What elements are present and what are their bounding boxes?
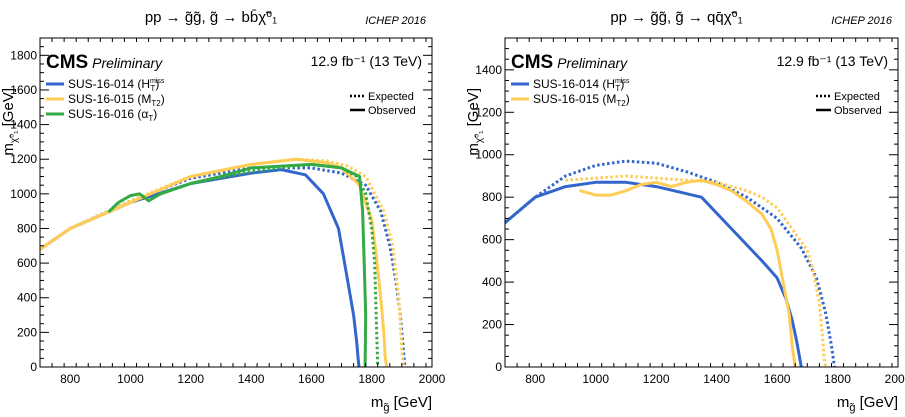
experiment-label: CMS Preliminary <box>511 52 628 73</box>
style-legend-entry: Expected <box>368 91 414 103</box>
y-tick-label: 600 <box>17 256 37 270</box>
legend-entry: SUS-16-016 (αT) <box>68 107 157 123</box>
x-tick-label: 1400 <box>238 372 265 386</box>
y-tick-label: 1000 <box>10 187 37 201</box>
series-2-observed-line <box>40 157 389 367</box>
chart-panel-2: pp → g̃g̃, g̃ → qq̄χ̃⁰₁ ICHEP 2016 800 1000… <box>465 9 905 414</box>
style-legend-entry: Observed <box>834 105 882 117</box>
x-tick-label: 1800 <box>824 372 851 386</box>
x-tick-label: 1600 <box>298 372 325 386</box>
x-tick-label: 1800 <box>358 372 385 386</box>
y-tick-label: 600 <box>482 233 502 247</box>
x-tick-label: 800 <box>525 372 545 386</box>
conference-label: ICHEP 2016 <box>365 15 427 27</box>
lumi-label: 12.9 fb⁻¹ (13 TeV) <box>311 53 422 69</box>
y-axis-title: mχ̃⁰₁ [GeV] <box>465 88 485 156</box>
y-tick-label: 1600 <box>10 83 37 97</box>
lumi-label: 12.9 fb⁻¹ (13 TeV) <box>777 53 888 69</box>
x-tick-label: 1600 <box>764 372 791 386</box>
x-tick-label: 1200 <box>643 372 670 386</box>
y-tick-label: 1800 <box>10 48 37 62</box>
series-1-observed-line <box>505 180 803 367</box>
curves <box>40 157 407 367</box>
legend-entry: SUS-16-014 (Hmiss T) <box>533 77 630 93</box>
series-1-expected-line <box>505 159 836 367</box>
y-axis-title: mχ̃⁰₁ [GeV] <box>0 88 20 156</box>
y-tick-label: 400 <box>17 291 37 305</box>
series-2-observed-line <box>579 178 797 367</box>
y-tick-label: 800 <box>482 190 502 204</box>
y-tick-label: 0 <box>30 360 37 374</box>
y-tick-label: 1400 <box>10 118 37 132</box>
chart-panel-1: pp → g̃g̃, g̃ → bb̄χ̃⁰₁ ICHEP 2016 800 1000… <box>0 9 446 414</box>
series-1-expected-line <box>40 166 407 367</box>
experiment-label: CMS Preliminary <box>46 52 163 73</box>
y-tick-label: 200 <box>17 325 37 339</box>
x-tick-label: 2000 <box>885 372 905 386</box>
plot-title: pp → g̃g̃, g̃ → qq̄χ̃⁰₁ <box>610 9 742 26</box>
plot-frame <box>504 37 899 368</box>
plot-title: pp → g̃g̃, g̃ → bb̄χ̃⁰₁ <box>145 9 277 26</box>
x-tick-label: 2000 <box>419 372 446 386</box>
y-tick-label: 1000 <box>475 148 502 162</box>
style-legend-entry: Expected <box>834 91 880 103</box>
series-2-expected-line <box>565 174 827 367</box>
legend-entry: SUS-16-014 (Hmiss T) <box>68 77 165 93</box>
x-axis-title: mg̃ [GeV] <box>837 394 898 414</box>
y-tick-label: 1200 <box>10 152 37 166</box>
y-tick-label: 0 <box>495 360 502 374</box>
y-tick-label: 400 <box>482 275 502 289</box>
legend-entry: SUS-16-015 (MT2) <box>533 92 630 108</box>
x-tick-label: 1200 <box>177 372 204 386</box>
legend-entry: SUS-16-015 (MT2) <box>68 92 165 108</box>
series-3-observed-line <box>107 162 368 367</box>
x-tick-label: 800 <box>60 372 80 386</box>
y-tick-label: 200 <box>482 318 502 332</box>
curves <box>505 159 836 367</box>
series-2-expected-line <box>40 157 405 367</box>
y-tick-label: 800 <box>17 221 37 235</box>
y-tick-label: 1200 <box>475 105 502 119</box>
series-1-observed-line <box>40 168 361 367</box>
x-tick-label: 1000 <box>582 372 609 386</box>
conference-label: ICHEP 2016 <box>831 15 893 27</box>
x-tick-label: 1400 <box>703 372 730 386</box>
x-tick-label: 1000 <box>117 372 144 386</box>
y-tick-label: 1400 <box>475 63 502 77</box>
style-legend-entry: Observed <box>368 105 416 117</box>
x-axis-title: mg̃ [GeV] <box>371 394 432 414</box>
